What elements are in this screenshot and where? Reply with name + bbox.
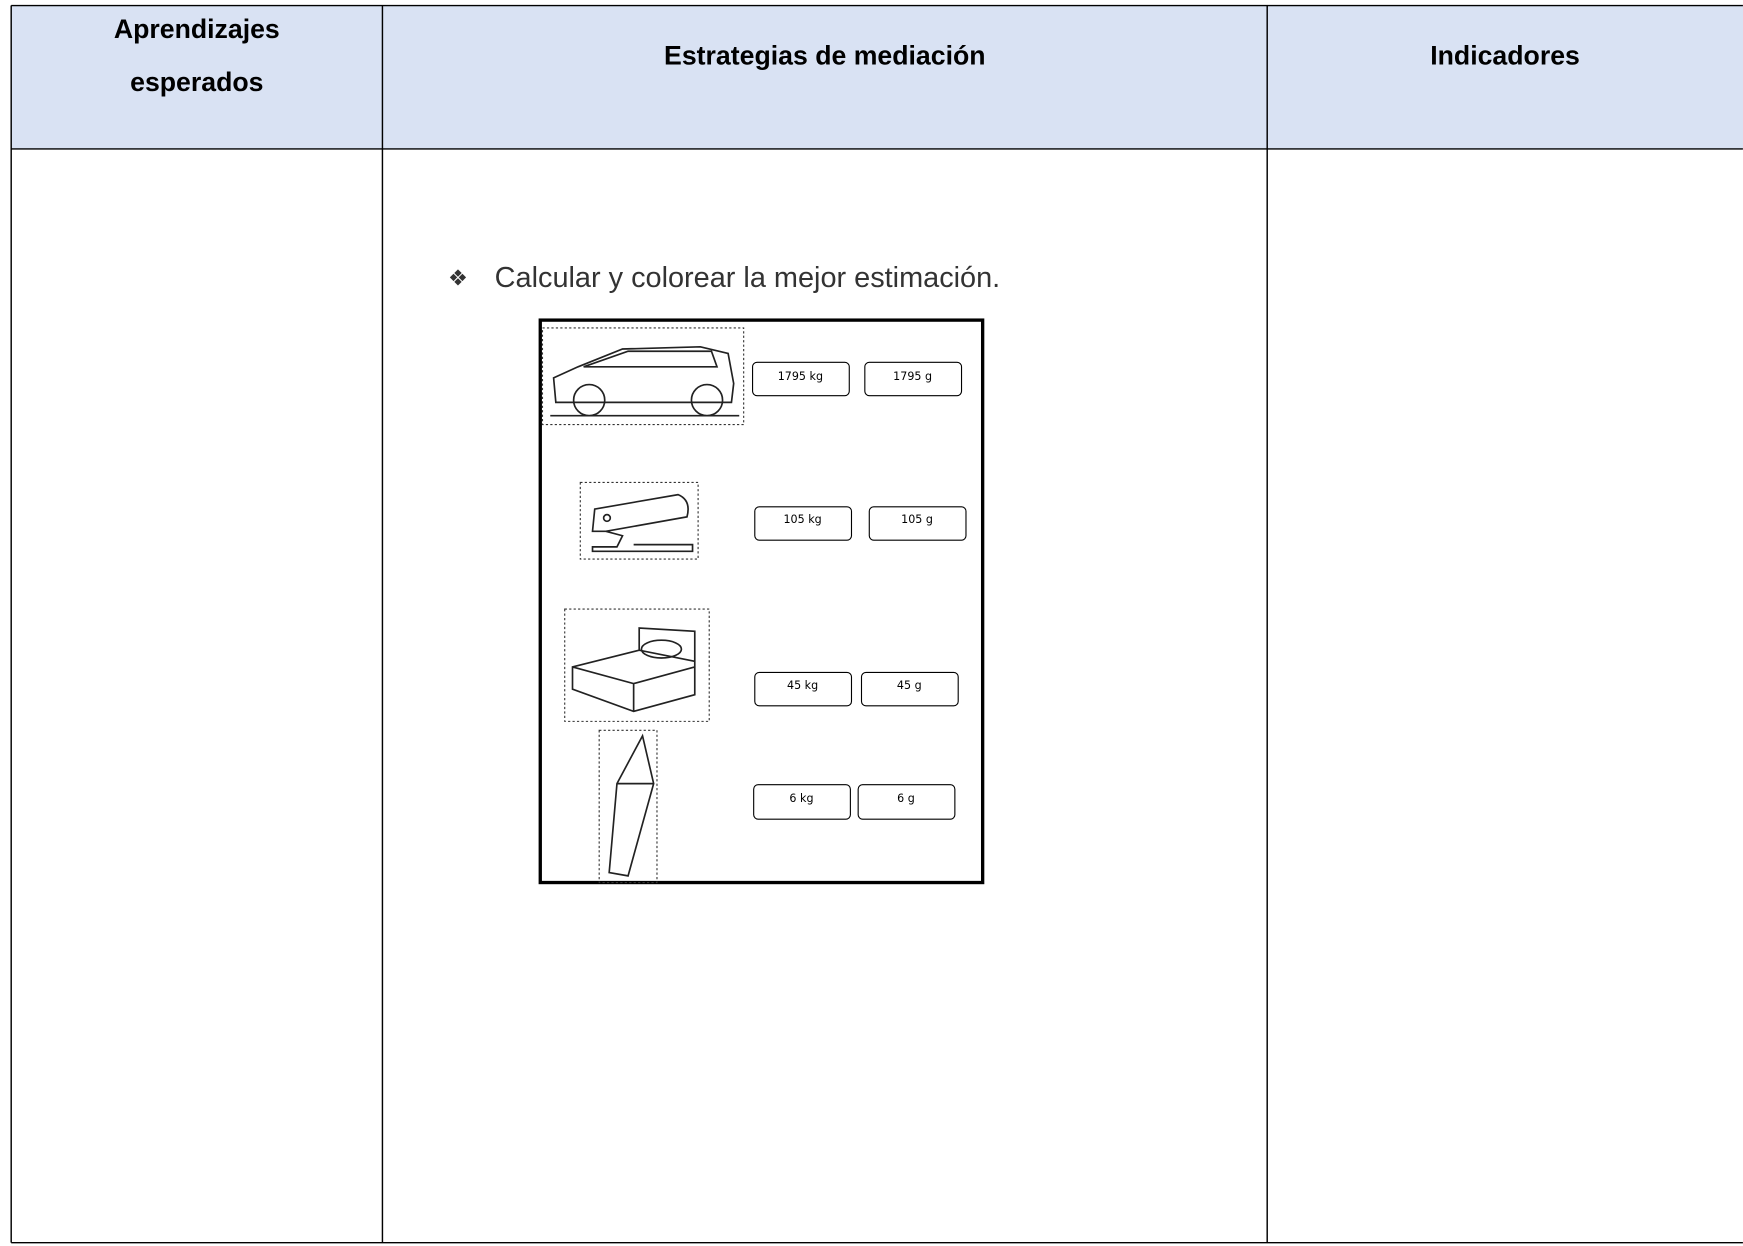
- header-cell: esperados: [130, 67, 263, 97]
- option-label: 105 kg: [783, 513, 821, 526]
- option-label: 6 kg: [789, 792, 813, 805]
- option-label: 6 g: [897, 792, 915, 805]
- option-label: 105 g: [901, 513, 933, 526]
- header-cell: Indicadores: [1430, 40, 1580, 70]
- option-label: 45 kg: [787, 679, 818, 692]
- bullet: ❖: [448, 266, 468, 292]
- header-row: [11, 5, 1743, 149]
- header-cell: Estrategias de mediación: [664, 40, 985, 70]
- options: 1795 kg 1795 g 105 kg 105 g 45 kg 45 g 6…: [752, 361, 967, 820]
- instruction: Calcular y colorear la mejor estimación.: [495, 262, 1000, 294]
- table-grid: [10, 4, 1743, 1244]
- option-label: 1795 kg: [778, 370, 823, 383]
- option-label: 1795 g: [893, 370, 932, 383]
- header-cell: Aprendizajes: [114, 14, 280, 44]
- option-label: 45 g: [897, 679, 922, 692]
